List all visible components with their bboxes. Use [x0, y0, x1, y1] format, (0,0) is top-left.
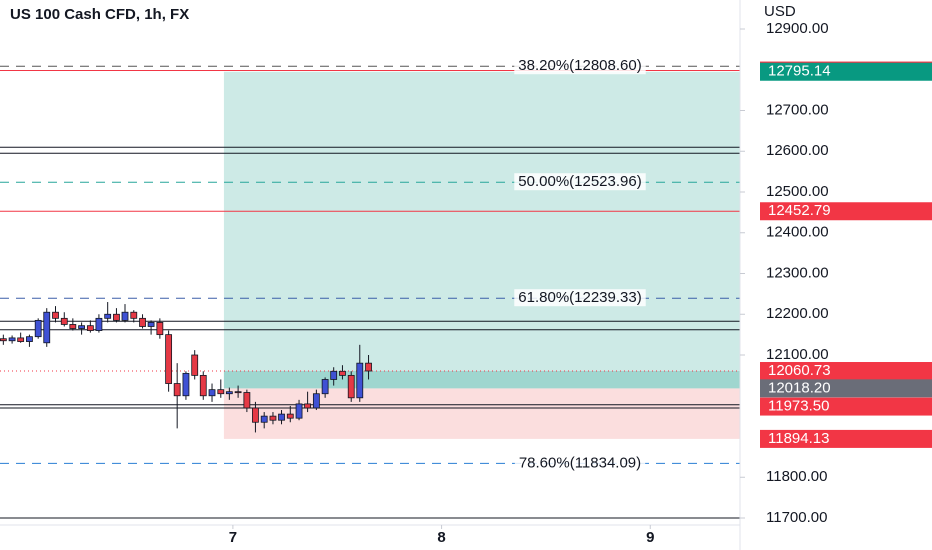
candle-body	[121, 311, 129, 321]
loss-zone	[223, 388, 740, 439]
y-tick-label: 11700.00	[766, 509, 827, 526]
candle-body	[243, 392, 251, 409]
candle-body	[156, 322, 164, 336]
price-tag-label: 12060.73	[768, 362, 831, 379]
price-tag	[760, 429, 932, 448]
candle-body	[26, 336, 33, 342]
price-tag	[760, 202, 932, 221]
price-tag-label: 12452.79	[768, 202, 831, 219]
candle-body	[43, 311, 51, 344]
fib-label-bg	[514, 454, 646, 472]
price-tag-label: 11894.13	[768, 430, 829, 447]
y-tick-label: 12300.00	[766, 264, 829, 281]
candle-body	[269, 415, 277, 421]
candle-body	[252, 407, 259, 423]
fib-label-bg	[514, 57, 646, 75]
fib-label: 78.60%(11834.09)	[519, 454, 641, 471]
candle-body	[321, 379, 329, 395]
y-tick-label: 12700.00	[766, 101, 829, 118]
candle-body	[17, 337, 25, 342]
candle-body	[34, 319, 42, 338]
y-tick-label: 12400.00	[766, 224, 829, 241]
candle-body	[104, 313, 112, 319]
y-tick-label: 12500.00	[766, 183, 829, 200]
unit-label: USD	[764, 3, 796, 20]
candle-body	[286, 413, 294, 419]
x-tick-label: 8	[437, 529, 445, 546]
y-tick-label: 11800.00	[766, 468, 827, 485]
candle-body	[339, 370, 346, 376]
fib-label: 38.20%(12808.60)	[518, 57, 641, 74]
x-tick-label: 7	[229, 529, 237, 546]
open-profit-zone	[223, 371, 740, 389]
candle-body	[234, 391, 242, 394]
candle-body	[147, 322, 155, 327]
price-tag-label: 12018.20	[768, 379, 831, 396]
candle-body	[365, 362, 372, 372]
x-tick-label: 9	[646, 529, 654, 546]
profit-zone	[223, 71, 740, 389]
candle-body	[347, 374, 355, 399]
candle-body	[95, 317, 103, 331]
candle-body	[330, 370, 338, 380]
fib-label-bg	[514, 289, 646, 307]
price-axis: 12900.00 12700.00 12600.00 12500.00 12400.00…	[229, 20, 932, 546]
plot-area: 38.20%(12808.60) 50.00%(12523.96) 61.80%(1…	[0, 57, 740, 519]
price-tag	[760, 62, 932, 81]
candle-body	[312, 393, 320, 409]
candle-body	[295, 403, 303, 419]
candle-body	[113, 313, 120, 321]
y-tick-label: 12100.00	[766, 346, 829, 363]
candle-body	[60, 317, 68, 325]
candle-body	[52, 311, 59, 319]
candle-body	[182, 372, 190, 397]
y-tick-label: 12200.00	[766, 305, 829, 322]
candle-body	[130, 311, 138, 319]
candle-body	[0, 338, 7, 342]
fib-label-bg	[514, 173, 646, 191]
price-tag	[760, 397, 932, 416]
candle-body	[199, 374, 207, 397]
price-tag-label: 12795.14	[768, 63, 831, 80]
candle-body	[260, 415, 268, 423]
candle-body	[173, 383, 181, 397]
candle-body	[8, 337, 16, 342]
y-tick-label: 12600.00	[766, 142, 829, 159]
candle-body	[304, 403, 312, 409]
candle-body	[225, 391, 233, 395]
price-tag-label: 11973.50	[768, 398, 829, 415]
candle-body	[86, 325, 94, 331]
fib-label: 61.80%(12239.33)	[518, 289, 641, 306]
candle-body	[139, 317, 146, 327]
candle-body	[69, 324, 77, 329]
y-tick-label: 12900.00	[766, 20, 829, 37]
candle-body	[356, 362, 364, 399]
chart-title: US 100 Cash CFD, 1h, FX	[10, 6, 189, 23]
candle-body	[191, 354, 199, 376]
candle-body	[78, 325, 85, 329]
candle-body	[165, 334, 173, 384]
price-tag	[760, 379, 932, 398]
candle-body	[278, 413, 285, 421]
candle-body	[217, 389, 225, 395]
candle-body	[208, 389, 216, 397]
fib-label: 50.00%(12523.96)	[518, 173, 641, 190]
